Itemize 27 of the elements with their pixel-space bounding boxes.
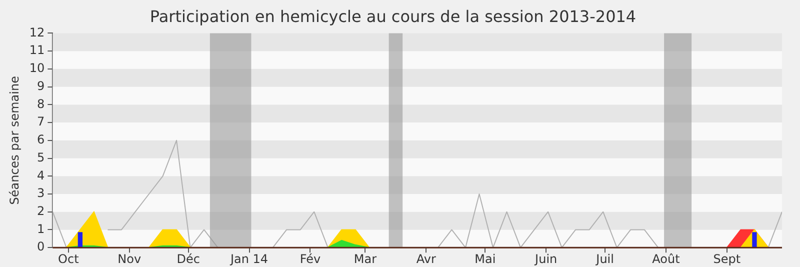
x-tick-label: Mai [474, 252, 496, 266]
x-tick-label: Juil [595, 252, 614, 266]
x-tick-label: Mar [354, 252, 377, 266]
y-tick-label: 1 [37, 222, 45, 236]
y-tick-label: 5 [37, 150, 45, 164]
chart-title: Participation en hemicycle au cours de la session 2013-2014 [150, 6, 636, 26]
y-tick-label: 2 [37, 204, 45, 218]
y-tick-label: 8 [37, 96, 45, 111]
y-tick-label: 3 [37, 186, 45, 200]
y-tick-label: 9 [37, 78, 45, 93]
y-axis-title: Séances par semaine [7, 76, 22, 205]
x-tick-label: Nov [118, 252, 142, 266]
y-tick-label: 4 [37, 168, 45, 182]
x-tick-label: Fév [300, 252, 321, 266]
x-tick-label: Sept [713, 252, 741, 266]
x-tick-label: Jan 14 [229, 252, 268, 266]
x-tick-label: Août [652, 252, 680, 266]
y-tick-label: 0 [37, 240, 45, 254]
y-tick-label: 10 [29, 61, 45, 76]
x-tick-label: Déc [176, 252, 200, 266]
y-tick-label: 12 [29, 25, 45, 40]
x-tick-label: Avr [416, 252, 436, 266]
y-tick-label: 7 [37, 114, 45, 129]
y-tick-label: 11 [29, 43, 45, 58]
x-tick-label: Juin [534, 252, 558, 266]
x-tick-label: Oct [58, 252, 80, 266]
y-tick-label: 6 [37, 132, 45, 147]
